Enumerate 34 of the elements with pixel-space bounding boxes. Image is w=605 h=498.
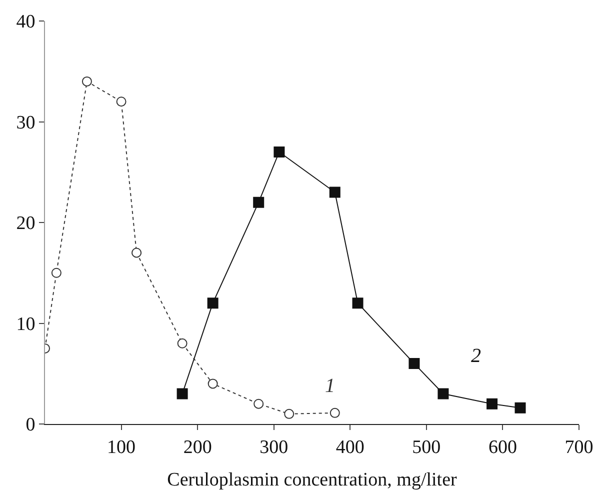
point: [330, 408, 340, 418]
y-tick-label: 30: [16, 112, 36, 134]
point: [254, 398, 264, 409]
x-tick-label: 600: [488, 436, 517, 458]
point: [274, 146, 285, 158]
point: [486, 398, 498, 410]
y-tick-label: 0: [26, 414, 36, 436]
y-tick-label: 10: [16, 314, 36, 335]
point: [207, 298, 218, 309]
point: [116, 96, 126, 107]
point: [177, 338, 188, 348]
point: [176, 388, 188, 400]
x-tick-label: 700: [564, 436, 594, 458]
point: [208, 378, 218, 389]
point: [132, 248, 142, 258]
point: [352, 298, 364, 309]
point: [408, 358, 420, 370]
point: [514, 402, 526, 414]
series-label: 1: [325, 375, 335, 397]
point: [51, 268, 62, 278]
x-tick-label: 100: [107, 436, 136, 458]
x-tick-label: 500: [412, 436, 441, 458]
series-label: 2: [471, 345, 481, 367]
point: [253, 196, 264, 208]
x-tick-label: 400: [336, 436, 364, 458]
point: [82, 76, 92, 86]
point: [329, 186, 340, 198]
point: [284, 408, 294, 419]
point: [438, 388, 449, 400]
x-tick-label: 200: [183, 436, 212, 458]
x-axis-title: Ceruloplasmin concentration, mg/liter: [167, 470, 458, 491]
y-tick-label: 20: [16, 213, 36, 234]
y-tick-label: 40: [16, 12, 36, 33]
x-tick-label: 300: [260, 436, 288, 458]
